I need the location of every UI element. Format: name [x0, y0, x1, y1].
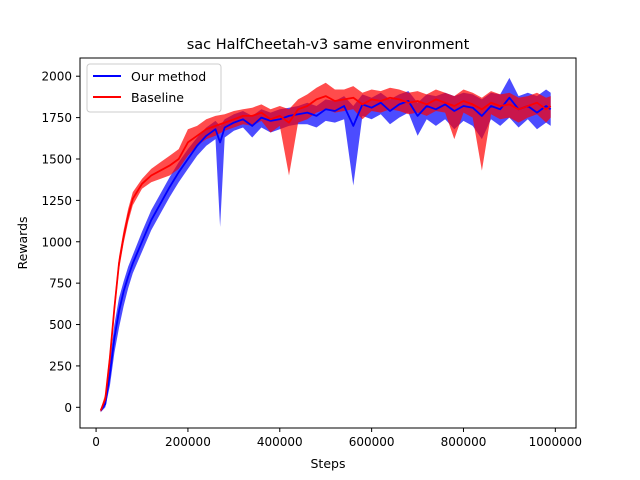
y-axis: 0 250 500 750 1000 1250 1500 1750 2000 — [41, 70, 80, 415]
band-baseline — [100, 82, 551, 413]
x-tick-label: 800000 — [441, 435, 487, 449]
y-tick-label: 1750 — [41, 111, 72, 125]
x-tick-label: 0 — [92, 435, 100, 449]
chart-title: sac HalfCheetah-v3 same environment — [187, 37, 470, 53]
x-axis: 0 200000 400000 600000 800000 1000000 — [92, 428, 582, 449]
plot-frame — [79, 57, 577, 429]
legend-label-baseline: Baseline — [131, 90, 184, 105]
y-tick-label: 500 — [49, 318, 72, 332]
x-tick-label: 200000 — [165, 435, 211, 449]
x-tick-label: 600000 — [349, 435, 395, 449]
line-baseline — [99, 95, 552, 411]
x-tick-label: 400000 — [257, 435, 303, 449]
x-axis-label: Steps — [311, 456, 346, 471]
y-axis-label: Rewards — [15, 216, 30, 269]
y-tick-label: 750 — [49, 277, 72, 291]
y-tick-label: 1250 — [41, 194, 72, 208]
y-tick-label: 1000 — [41, 235, 72, 249]
y-tick-label: 2000 — [41, 70, 72, 84]
legend: Our method Baseline — [86, 63, 222, 113]
series-lines — [99, 95, 552, 412]
y-tick-label: 250 — [49, 359, 72, 373]
y-tick-label: 0 — [64, 401, 72, 415]
x-tick-label: 1000000 — [529, 435, 582, 449]
line-our-method — [99, 96, 552, 412]
confidence-bands — [100, 77, 551, 413]
y-tick-label: 1500 — [41, 152, 72, 166]
legend-label-our-method: Our method — [131, 69, 206, 84]
